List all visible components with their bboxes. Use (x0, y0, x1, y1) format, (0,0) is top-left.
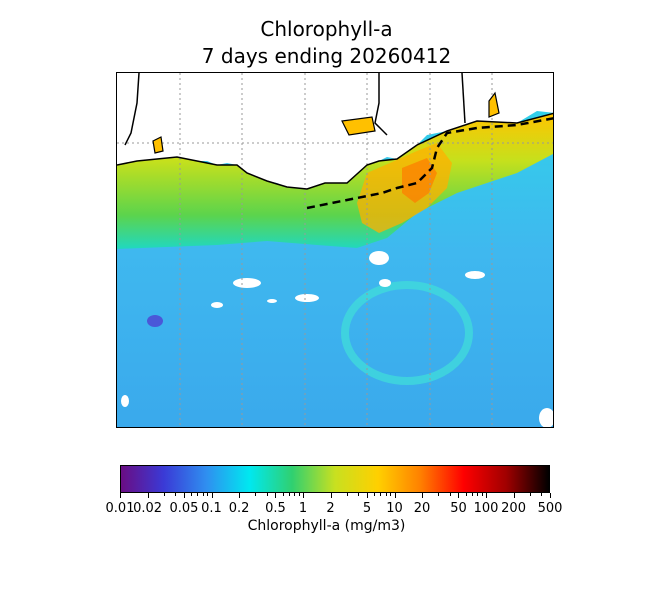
colorbar-tick (120, 493, 121, 498)
colorbar-minor-tick (275, 493, 277, 496)
colorbar-minor-tick (147, 493, 149, 496)
colorbar-minor-tick (288, 493, 290, 496)
colorbar-minor-tick (465, 493, 467, 496)
colorbar-minor-tick (183, 493, 185, 496)
colorbar-minor-tick (358, 493, 360, 496)
low-chl-patch (147, 315, 163, 327)
colorbar-tick-label: 1 (298, 501, 308, 516)
colorbar-tick-label: 0.2 (228, 501, 250, 516)
colorbar-minor-tick (481, 493, 483, 496)
colorbar-minor-tick (438, 493, 440, 496)
map-svg (117, 73, 553, 427)
coastal-bloom (117, 113, 553, 249)
colorbar-minor-tick (197, 493, 199, 496)
colorbar-tick-label: 0.1 (201, 501, 222, 516)
colorbar-tick-label: 5 (362, 501, 372, 516)
colorbar-minor-tick (266, 493, 268, 496)
colorbar-ticks: 0.01 0.02 0.05 0.1 0.2 0.5 1 2 5 10 20 50 100 200 500 (106, 493, 562, 516)
colorbar-minor-tick (541, 493, 543, 496)
colorbar-tick (394, 493, 396, 498)
colorbar-minor-tick (550, 493, 551, 496)
colorbar-minor-tick (390, 493, 392, 496)
colorbar-tick (486, 493, 488, 498)
cloud-mask (121, 251, 553, 427)
colorbar-minor-tick (513, 493, 515, 496)
colorbar-minor-tick (202, 493, 204, 496)
land-area (117, 73, 553, 191)
colorbar-tick-label: 0.01 (105, 501, 135, 516)
colorbar-tick (211, 493, 213, 498)
colorbar-minor-tick (239, 493, 241, 496)
colorbar-tick-label: 2 (326, 501, 335, 516)
colorbar-label: Chlorophyll-a (mg/m3) (247, 518, 406, 534)
graticule (117, 73, 553, 427)
colorbar-minor-tick (458, 493, 460, 496)
colorbar-tick-label: 50 (450, 501, 467, 516)
colorbar-minor-tick (330, 493, 332, 496)
colorbar-tick-label: 0.05 (169, 501, 199, 516)
colorbar-minor-tick (477, 493, 479, 496)
chlorophyll-map (116, 72, 554, 428)
colorbar-minor-tick (346, 493, 348, 496)
colorbar-minor-tick (298, 493, 300, 496)
colorbar-minor-tick (207, 493, 209, 496)
colorbar-tick-label: 100 (473, 501, 499, 516)
eddy-ring (341, 281, 473, 385)
colorbar-minor-tick (471, 493, 473, 496)
colorbar-minor-tick (175, 493, 177, 496)
colorbar-minor-tick (449, 493, 451, 496)
state-borders (124, 73, 466, 146)
coastline (117, 112, 553, 190)
colorbar-minor-tick (385, 493, 387, 496)
colorbar-tick-label: 0.5 (265, 501, 286, 516)
colorbar-tick-label: 0.02 (133, 501, 163, 516)
colorbar-minor-tick (255, 493, 257, 496)
colorbar-tick-label: 500 (537, 501, 563, 516)
colorbar-minor-tick (366, 493, 368, 496)
dashed-boundary (306, 117, 553, 210)
colorbar-minor-tick (191, 493, 193, 496)
colorbar (120, 465, 550, 493)
figure-subtitle: 7 days ending 20260412 (201, 44, 452, 68)
river-plume-core (402, 158, 437, 203)
colorbar-minor-tick (294, 493, 296, 496)
colorbar-minor-tick (529, 493, 531, 496)
colorbar-minor-tick (380, 493, 382, 496)
colorbar-minor-tick (282, 493, 284, 496)
colorbar-minor-tick (374, 493, 376, 496)
figure-title: Chlorophyll-a (260, 17, 393, 41)
colorbar-minor-tick (422, 493, 424, 496)
colorbar-gradient (120, 465, 550, 493)
colorbar-tick (303, 493, 305, 498)
colorbar-minor-tick (163, 493, 165, 496)
bays (152, 91, 500, 154)
colorbar-tick-label: 200 (501, 501, 526, 516)
colorbar-tick-label: 20 (413, 501, 431, 516)
colorbar-tick-label: 10 (386, 501, 403, 516)
